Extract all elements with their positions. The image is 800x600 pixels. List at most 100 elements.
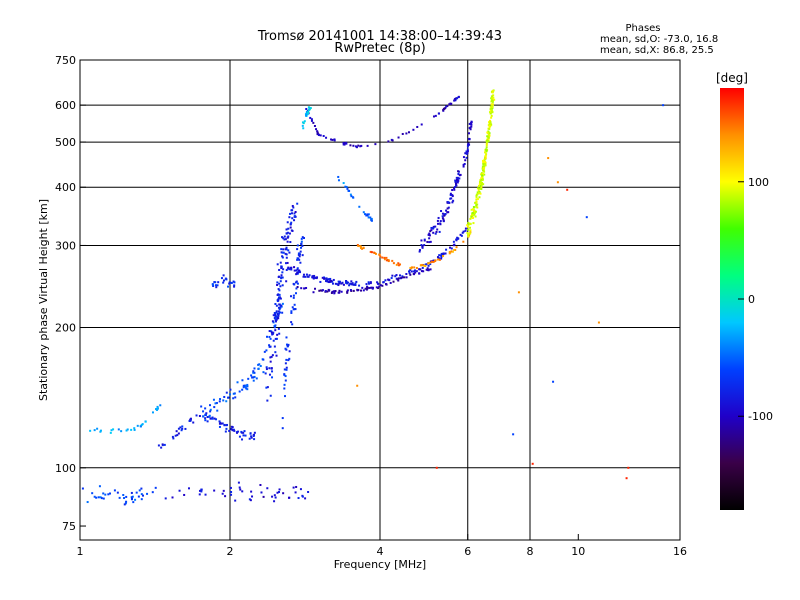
echo-point [486,131,489,134]
x-tick-label: 4 [377,545,384,558]
echo-point [301,121,304,124]
echo-point [280,277,283,280]
echo-point [426,240,429,243]
echo-point [421,266,424,269]
echo-point [290,311,293,314]
echo-point [290,321,293,324]
echo-point [389,281,392,284]
echo-point [352,283,355,286]
echo-point [378,254,381,257]
echo-point [273,317,276,320]
y-tick-label: 75 [62,520,76,533]
echo-point [457,179,460,182]
echo-point [285,228,288,231]
echo-point [367,213,370,216]
echo-point [314,287,317,290]
echo-point [285,232,288,235]
echo-point [302,237,305,240]
echo-point [479,192,482,195]
echo-point [384,279,387,282]
echo-point [466,224,469,227]
echo-point [490,99,493,102]
echo-point [108,492,111,495]
echo-point [278,491,281,494]
echo-point [296,282,299,285]
echo-point [466,145,469,148]
echo-point [137,495,140,498]
echo-point [462,240,465,243]
echo-point [381,284,384,287]
echo-point [282,237,285,240]
echo-point [220,422,223,425]
echo-point [281,417,284,420]
echo-point [215,286,218,289]
echo-point [486,140,489,143]
echo-point [269,345,272,348]
echo-point [390,277,393,280]
echo-point [141,423,144,426]
echo-point [449,192,452,195]
echo-point [466,151,469,154]
echo-point [297,271,300,274]
echo-point [396,278,399,281]
echo-point [425,268,428,271]
echo-point [426,267,429,270]
echo-point [289,295,292,298]
echo-point [482,183,485,186]
echo-point [306,112,309,115]
echo-point [512,433,515,436]
echo-point [450,197,453,200]
echo-point [325,277,328,280]
echo-point [218,400,221,403]
echo-point [109,431,112,434]
echo-point [140,493,143,496]
echo-point [294,491,297,494]
echo-point [296,268,299,271]
echo-point [490,114,493,117]
echo-point [449,194,452,197]
echo-point [209,417,212,420]
echo-point [366,213,369,216]
echo-point [368,286,371,289]
echo-point [454,186,457,189]
echo-point [130,428,133,431]
echo-point [177,432,180,435]
echo-point [279,280,282,283]
echo-point [490,109,493,112]
colorbar-ticks: 100 0 -100 [738,176,773,423]
echo-point [266,487,269,490]
echo-point [457,95,460,98]
echo-point [116,491,119,494]
echo-point [436,222,439,225]
echo-point [480,188,483,191]
echo-point [276,491,279,494]
echo-point [488,125,491,128]
echo-point [344,185,347,188]
echo-point [252,379,255,382]
echo-point [244,434,247,437]
echo-point [420,239,423,242]
echo-point [124,502,127,505]
echo-point [486,135,489,138]
echo-point [465,152,468,155]
echo-point [451,195,454,198]
echo-point [285,262,288,265]
echo-point [370,219,373,222]
echo-point [289,266,292,269]
echo-point [464,159,467,162]
echo-point [260,491,263,494]
echo-point [469,122,472,125]
x-tick-label: 2 [227,545,234,558]
echo-point [485,146,488,149]
echo-point [493,98,496,101]
echo-point [438,254,441,257]
echo-point [343,142,346,145]
echo-point [198,489,201,492]
echo-point [481,159,484,162]
echo-point [275,354,278,357]
echo-point [467,225,470,228]
echo-point [288,216,291,219]
echo-point [547,157,550,160]
echo-point [171,496,174,499]
echo-point [315,277,318,280]
